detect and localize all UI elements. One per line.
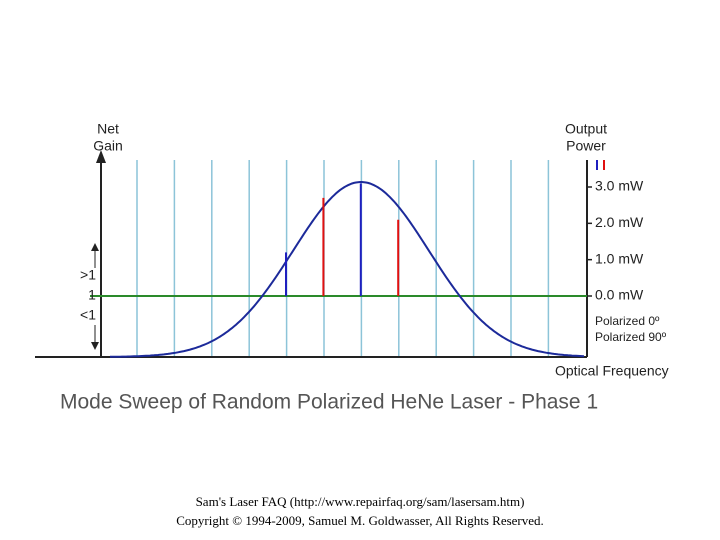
tick-label: 1.0 mW: [595, 250, 644, 266]
footer-line: Sam's Laser FAQ (http://www.repairfaq.or…: [196, 494, 525, 509]
right-ticks: 0.0 mW 1.0 mW 2.0 mW 3.0 mW: [587, 178, 644, 303]
figure-title: Mode Sweep of Random Polarized HeNe Lase…: [60, 391, 598, 414]
footer-line: Copyright © 1994-2009, Samuel M. Goldwas…: [176, 513, 544, 528]
right-axis-title: Power: [566, 138, 606, 154]
tick-label: 0.0 mW: [595, 287, 644, 303]
tick-label: 2.0 mW: [595, 214, 644, 230]
legend-entry: Polarized 0º: [595, 314, 660, 328]
gain-label: 1: [88, 287, 96, 303]
left-axis-title: Net: [97, 121, 119, 137]
gain-label: <1: [80, 307, 96, 323]
mode-grid: [136, 160, 550, 357]
left-axis-title: Gain: [93, 138, 123, 154]
gain-label: >1: [80, 267, 96, 283]
legend-entry: Polarized 90º: [595, 330, 667, 344]
modes: [285, 183, 400, 296]
gain-curve: [110, 181, 585, 358]
down-arrow-head: [91, 342, 99, 350]
tick-label: 3.0 mW: [595, 178, 644, 194]
x-axis-label: Optical Frequency: [555, 363, 669, 379]
up-arrow-head: [91, 243, 99, 251]
left-axis-arrow: [96, 150, 106, 163]
right-axis-title: Output: [565, 121, 607, 137]
